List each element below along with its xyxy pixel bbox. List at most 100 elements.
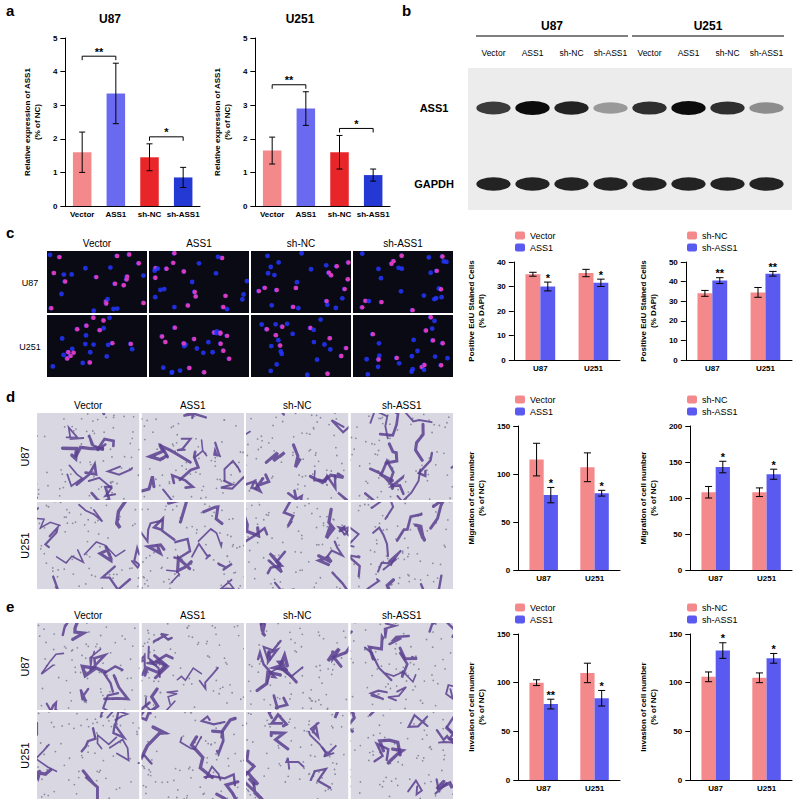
svg-text:3: 3 [243, 101, 248, 110]
svg-text:(% DAPI): (% DAPI) [477, 294, 486, 328]
svg-text:50: 50 [501, 518, 510, 527]
svg-text:150: 150 [669, 458, 683, 467]
svg-text:*: * [164, 126, 169, 138]
svg-text:(% DAPI): (% DAPI) [649, 294, 658, 328]
svg-text:ASS1: ASS1 [295, 210, 316, 219]
svg-text:U251: U251 [286, 12, 315, 26]
svg-text:U87: U87 [19, 446, 31, 466]
svg-text:*: * [549, 477, 554, 489]
svg-text:Vector: Vector [74, 610, 103, 621]
svg-text:U251: U251 [19, 532, 31, 558]
svg-text:U251: U251 [757, 574, 777, 583]
svg-text:ASS1: ASS1 [530, 615, 553, 625]
svg-text:0: 0 [506, 776, 511, 785]
svg-text:ASS1: ASS1 [180, 610, 206, 621]
svg-text:U87: U87 [708, 574, 723, 583]
svg-text:30: 30 [497, 282, 506, 291]
svg-text:Relative expression of ASS1: Relative expression of ASS1 [213, 68, 222, 176]
svg-text:U87: U87 [536, 784, 551, 793]
svg-text:Vector: Vector [260, 210, 284, 219]
svg-text:0: 0 [678, 776, 683, 785]
svg-text:sh-NC: sh-NC [328, 210, 352, 219]
svg-text:U87: U87 [536, 574, 551, 583]
svg-text:1: 1 [53, 168, 58, 177]
svg-text:*: * [721, 451, 726, 463]
svg-text:U251: U251 [756, 364, 776, 373]
svg-text:1: 1 [243, 168, 248, 177]
svg-text:3: 3 [53, 101, 58, 110]
svg-text:(% of NC): (% of NC) [649, 480, 658, 516]
svg-text:sh-ASS1: sh-ASS1 [167, 210, 200, 219]
svg-text:Vector: Vector [530, 603, 556, 613]
svg-text:(% of NC): (% of NC) [477, 480, 486, 516]
svg-text:5: 5 [243, 34, 248, 43]
svg-text:Migration of cell number: Migration of cell number [639, 452, 648, 545]
svg-text:0: 0 [673, 356, 678, 365]
svg-text:50: 50 [673, 727, 682, 736]
svg-text:0: 0 [501, 356, 506, 365]
svg-text:40: 40 [669, 277, 678, 286]
svg-text:100: 100 [497, 470, 511, 479]
svg-text:*: * [546, 272, 551, 284]
svg-text:U87: U87 [19, 656, 31, 676]
svg-text:U251: U251 [585, 784, 605, 793]
svg-text:Vector: Vector [481, 48, 505, 58]
svg-text:4: 4 [243, 67, 248, 76]
svg-text:Vector: Vector [83, 238, 112, 249]
svg-text:30: 30 [669, 297, 678, 306]
svg-text:U251: U251 [694, 19, 723, 33]
svg-text:sh-ASS1: sh-ASS1 [702, 243, 738, 253]
svg-text:(% of NC): (% of NC) [649, 689, 658, 725]
svg-text:10: 10 [669, 336, 678, 345]
svg-text:100: 100 [669, 678, 683, 687]
svg-text:sh-NC: sh-NC [715, 48, 739, 58]
svg-text:sh-NC: sh-NC [702, 603, 728, 613]
svg-text:sh-ASS1: sh-ASS1 [382, 610, 422, 621]
svg-text:*: * [721, 632, 726, 644]
svg-text:Vector: Vector [637, 48, 661, 58]
svg-text:sh-NC: sh-NC [287, 238, 315, 249]
svg-text:U251: U251 [757, 784, 777, 793]
svg-text:ASS1: ASS1 [186, 238, 212, 249]
svg-text:(% of NC): (% of NC) [477, 689, 486, 725]
svg-text:0: 0 [678, 566, 683, 575]
svg-text:sh-NC: sh-NC [702, 395, 728, 405]
svg-text:*: * [600, 480, 605, 492]
svg-text:10: 10 [497, 331, 506, 340]
svg-text:20: 20 [497, 307, 506, 316]
svg-text:*: * [599, 269, 604, 281]
svg-text:U87: U87 [533, 364, 548, 373]
svg-text:*: * [354, 118, 359, 130]
svg-text:**: ** [285, 74, 294, 86]
svg-text:sh-ASS1: sh-ASS1 [382, 400, 422, 411]
svg-text:*: * [772, 459, 777, 471]
svg-text:Invasion of cell number: Invasion of cell number [639, 662, 648, 751]
svg-text:100: 100 [497, 678, 511, 687]
svg-text:sh-ASS1: sh-ASS1 [594, 48, 628, 58]
svg-text:50: 50 [501, 727, 510, 736]
svg-text:50: 50 [673, 530, 682, 539]
svg-text:U87: U87 [99, 12, 121, 26]
svg-text:**: ** [95, 46, 104, 58]
svg-text:150: 150 [669, 630, 683, 639]
svg-text:150: 150 [497, 422, 511, 431]
svg-text:sh-ASS1: sh-ASS1 [702, 615, 738, 625]
svg-text:0: 0 [506, 566, 511, 575]
svg-text:Migration of cell number: Migration of cell number [467, 452, 476, 545]
svg-text:sh-ASS1: sh-ASS1 [750, 48, 784, 58]
svg-text:sh-NC: sh-NC [559, 48, 583, 58]
svg-text:U251: U251 [19, 342, 41, 352]
svg-text:sh-ASS1: sh-ASS1 [357, 210, 390, 219]
svg-text:Vector: Vector [70, 210, 94, 219]
svg-text:2: 2 [243, 134, 248, 143]
svg-text:Positive EdU Stained Cells: Positive EdU Stained Cells [639, 260, 648, 362]
svg-text:sh-NC: sh-NC [283, 610, 311, 621]
svg-text:sh-NC: sh-NC [283, 400, 311, 411]
svg-text:*: * [600, 680, 605, 692]
svg-text:U251: U251 [19, 742, 31, 768]
svg-text:2: 2 [53, 134, 58, 143]
svg-text:Invasion of cell number: Invasion of cell number [467, 662, 476, 751]
svg-text:150: 150 [497, 630, 511, 639]
svg-text:ASS1: ASS1 [530, 243, 553, 253]
svg-text:0: 0 [243, 202, 248, 211]
